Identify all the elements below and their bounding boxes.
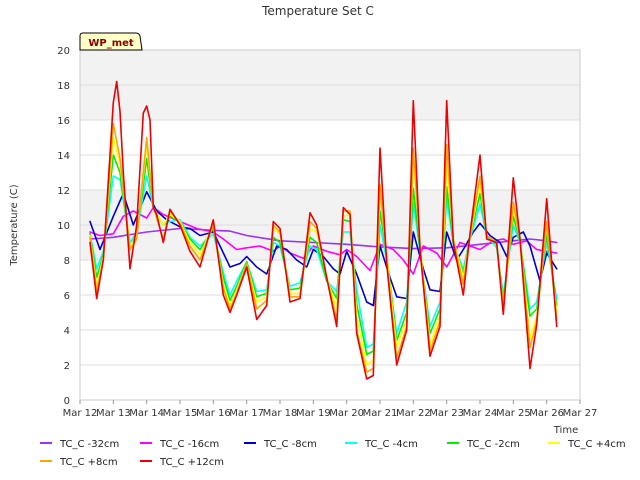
legend-label: TC_C -4cm xyxy=(364,439,418,450)
x-tick-label: Mar 19 xyxy=(296,408,331,419)
legend-item: TC_C +12cm xyxy=(140,457,224,468)
legend-item: TC_C -2cm xyxy=(447,439,520,450)
legend: TC_C -32cm TC_C -16cm TC_C -8cm TC_C -4cm TC… xyxy=(40,439,626,468)
x-tick-label: Mar 16 xyxy=(196,408,231,419)
x-tick-label: Mar 23 xyxy=(429,408,464,419)
series-line-plus12cm xyxy=(89,80,558,380)
x-tick-label: Mar 12 xyxy=(63,408,98,419)
legend-item: TC_C -32cm xyxy=(40,439,119,450)
legend-label: TC_C +4cm xyxy=(567,439,626,450)
y-tick-label: 10 xyxy=(57,221,70,232)
x-tick-label: Mar 21 xyxy=(363,408,398,419)
series-line-minus32cm xyxy=(89,227,558,250)
x-tick-label: Mar 13 xyxy=(96,408,131,419)
series-layer xyxy=(89,80,558,380)
x-tick-label: Mar 26 xyxy=(529,408,564,419)
x-axis-label: Time xyxy=(553,425,578,436)
legend-label: TC_C -2cm xyxy=(466,439,520,450)
x-tick-label: Mar 25 xyxy=(496,408,531,419)
y-tick-label: 16 xyxy=(57,116,70,127)
x-tick-label: Mar 18 xyxy=(263,408,298,419)
badge-shape xyxy=(79,32,143,51)
y-tick-label: 12 xyxy=(57,186,70,197)
x-tick-label: Mar 22 xyxy=(396,408,431,419)
legend-label: TC_C -8cm xyxy=(263,439,317,450)
x-tick-label: Mar 15 xyxy=(163,408,198,419)
legend-item: TC_C -16cm xyxy=(140,439,219,450)
legend-item: TC_C +4cm xyxy=(548,439,626,450)
plot-frame xyxy=(79,49,581,401)
y-axis-label: Temperature (C) xyxy=(9,184,20,266)
chart-title: Temperature Set C xyxy=(261,4,374,18)
series-line-plus4cm xyxy=(89,136,558,366)
y-tick-label: 20 xyxy=(57,46,70,57)
x-tick-label: Mar 27 xyxy=(563,408,598,419)
y-tick-label: 2 xyxy=(64,361,70,372)
x-tick-label: Mar 20 xyxy=(329,408,364,419)
legend-label: TC_C +8cm xyxy=(59,457,118,468)
legend-item: TC_C +8cm xyxy=(40,457,118,468)
y-tick-label: 18 xyxy=(57,81,70,92)
x-tick-label: Mar 24 xyxy=(463,408,498,419)
x-tick-label: Mar 14 xyxy=(129,408,164,419)
x-tick-label: Mar 17 xyxy=(229,408,264,419)
legend-item: TC_C -4cm xyxy=(345,439,418,450)
wp-met-badge: WP_met xyxy=(79,32,143,51)
legend-label: TC_C +12cm xyxy=(159,457,224,468)
legend-label: TC_C -32cm xyxy=(59,439,119,450)
legend-item: TC_C -8cm xyxy=(244,439,317,450)
y-tick-label: 4 xyxy=(64,326,70,337)
legend-label: TC_C -16cm xyxy=(159,439,219,450)
y-axis-ticks: 0 2 4 6 8 10 12 14 16 18 20 xyxy=(57,46,70,407)
badge-label: WP_met xyxy=(88,38,134,49)
y-tick-label: 14 xyxy=(57,151,70,162)
y-tick-label: 6 xyxy=(64,291,70,302)
series-line-minus16cm xyxy=(89,206,558,275)
y-tick-label: 8 xyxy=(64,256,70,267)
y-tick-label: 0 xyxy=(64,396,70,407)
